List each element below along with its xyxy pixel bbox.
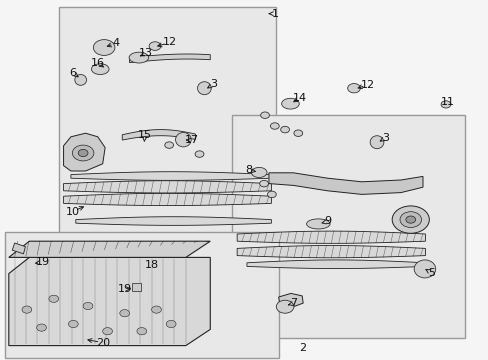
Ellipse shape xyxy=(175,132,191,147)
Circle shape xyxy=(267,191,276,198)
Text: 9: 9 xyxy=(324,216,331,226)
Polygon shape xyxy=(76,217,271,225)
Circle shape xyxy=(102,328,112,335)
Polygon shape xyxy=(246,260,425,269)
Text: 6: 6 xyxy=(69,68,76,78)
Circle shape xyxy=(280,126,289,133)
Polygon shape xyxy=(63,193,271,206)
Circle shape xyxy=(195,151,203,157)
Ellipse shape xyxy=(413,260,435,278)
Ellipse shape xyxy=(369,136,383,149)
Circle shape xyxy=(440,101,450,108)
Bar xyxy=(232,115,464,338)
Text: 13: 13 xyxy=(139,48,152,58)
Circle shape xyxy=(399,212,421,228)
Bar xyxy=(5,232,278,358)
Circle shape xyxy=(151,306,161,313)
Text: 1: 1 xyxy=(271,9,278,19)
Polygon shape xyxy=(237,246,425,258)
Ellipse shape xyxy=(129,52,148,63)
Circle shape xyxy=(83,302,93,310)
Ellipse shape xyxy=(276,300,293,313)
Text: 2: 2 xyxy=(299,343,306,354)
Text: 14: 14 xyxy=(293,93,306,103)
Text: 12: 12 xyxy=(361,80,374,90)
Circle shape xyxy=(260,112,269,118)
Polygon shape xyxy=(63,181,271,193)
Text: 3: 3 xyxy=(210,79,217,89)
Circle shape xyxy=(78,149,88,157)
Text: 5: 5 xyxy=(427,268,434,278)
Circle shape xyxy=(164,142,173,148)
Text: 8: 8 xyxy=(245,165,252,175)
Polygon shape xyxy=(278,293,303,307)
Circle shape xyxy=(137,328,146,335)
Ellipse shape xyxy=(91,64,109,75)
Circle shape xyxy=(166,320,176,328)
Polygon shape xyxy=(9,241,210,257)
Text: 18: 18 xyxy=(144,260,158,270)
Text: 20: 20 xyxy=(96,338,110,348)
Text: 3: 3 xyxy=(382,132,388,143)
Circle shape xyxy=(270,123,279,129)
Ellipse shape xyxy=(306,219,329,229)
Text: 10: 10 xyxy=(65,207,79,217)
Ellipse shape xyxy=(197,82,211,95)
Polygon shape xyxy=(9,257,210,346)
Circle shape xyxy=(72,145,94,161)
Circle shape xyxy=(49,295,59,302)
Circle shape xyxy=(68,320,78,328)
Text: 12: 12 xyxy=(163,37,176,48)
Polygon shape xyxy=(129,54,210,63)
Text: 4: 4 xyxy=(113,38,120,48)
Circle shape xyxy=(405,216,415,223)
Bar xyxy=(132,283,141,291)
Circle shape xyxy=(293,130,302,136)
Text: 15: 15 xyxy=(138,130,151,140)
Text: 7: 7 xyxy=(290,298,297,308)
Polygon shape xyxy=(12,243,25,254)
Circle shape xyxy=(391,206,428,233)
Ellipse shape xyxy=(75,75,86,85)
Circle shape xyxy=(22,306,32,313)
Ellipse shape xyxy=(251,167,266,177)
Circle shape xyxy=(37,324,46,331)
Text: 11: 11 xyxy=(440,96,454,107)
Text: 17: 17 xyxy=(185,135,199,145)
Polygon shape xyxy=(237,231,425,243)
Polygon shape xyxy=(71,172,271,180)
Polygon shape xyxy=(268,173,422,194)
Polygon shape xyxy=(122,130,195,140)
Text: 19: 19 xyxy=(118,284,131,294)
Circle shape xyxy=(149,42,161,50)
Circle shape xyxy=(120,310,129,317)
Ellipse shape xyxy=(93,40,115,55)
Bar xyxy=(59,7,276,265)
Circle shape xyxy=(347,84,360,93)
Text: 19: 19 xyxy=(36,257,50,267)
Ellipse shape xyxy=(281,98,299,109)
Circle shape xyxy=(259,180,268,187)
Polygon shape xyxy=(63,133,105,171)
Text: 16: 16 xyxy=(91,58,104,68)
